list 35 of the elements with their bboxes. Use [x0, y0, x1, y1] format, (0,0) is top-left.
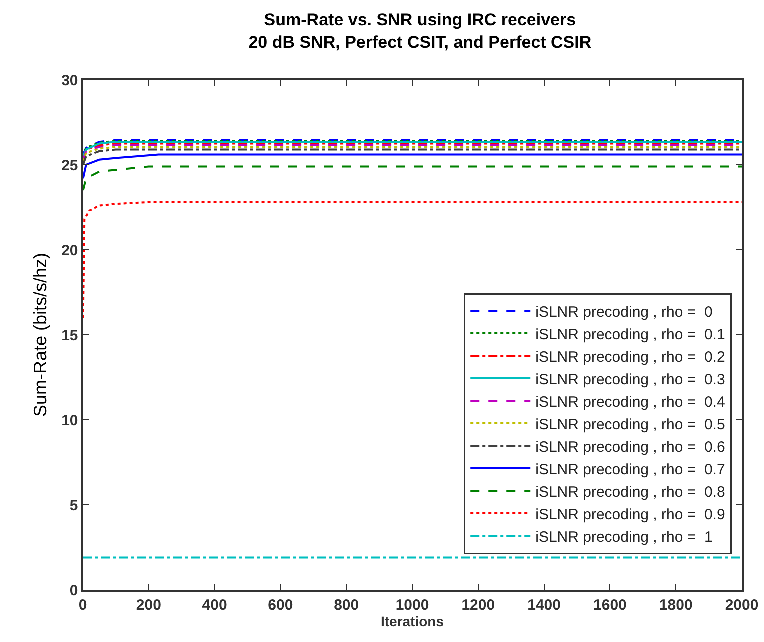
y-tick-label: 10: [62, 412, 78, 430]
y-axis-title: Sum-Rate (bits/s/hz): [30, 252, 50, 418]
y-tick-label: 15: [62, 327, 78, 344]
line-series: [83, 166, 742, 192]
legend-label: iSLNR precoding , rho = 0.1: [536, 326, 726, 344]
x-tick-label: 1400: [528, 596, 561, 614]
y-tick-label: 25: [62, 157, 78, 174]
x-tick-label: 1200: [462, 596, 496, 614]
y-tick-label: 0: [70, 582, 78, 600]
y-tick-label: 5: [70, 497, 78, 514]
x-tick-label: 400: [202, 596, 228, 614]
y-tick-label: 30: [62, 72, 78, 90]
line-series: [83, 201, 742, 319]
x-tick-label: 2000: [725, 596, 759, 614]
x-tick-label: 1600: [594, 596, 627, 614]
legend-label: iSLNR precoding , rho = 1: [536, 528, 713, 546]
line-series: [83, 154, 742, 180]
x-tick-label: 1800: [659, 596, 693, 614]
x-axis-title: Iterations: [380, 614, 444, 630]
legend-label: iSLNR precoding , rho = 0: [536, 304, 713, 321]
y-tick-label: 20: [62, 242, 78, 260]
legend-label: iSLNR precoding , rho = 0.2: [536, 348, 726, 366]
legend-label: iSLNR precoding , rho = 0.8: [536, 484, 726, 501]
legend-label: iSLNR precoding , rho = 0.9: [536, 506, 726, 524]
legend-label: iSLNR precoding , rho = 0.3: [536, 371, 726, 388]
x-tick-label: 200: [136, 596, 162, 614]
x-tick-label: 600: [268, 596, 294, 614]
x-tick-label: 800: [334, 596, 360, 614]
legend-label: iSLNR precoding , rho = 0.5: [536, 416, 726, 434]
legend-label: iSLNR precoding , rho = 0.7: [536, 461, 726, 478]
legend-label: iSLNR precoding , rho = 0.6: [536, 438, 726, 456]
chart-title: Sum-Rate vs. SNR using IRC receivers 20 dB SNR, Perfect CSIT, and Perfect CSIR: [248, 10, 592, 52]
line-series: [83, 148, 742, 166]
x-tick-label: 1000: [396, 596, 430, 614]
legend-label: iSLNR precoding , rho = 0.4: [536, 394, 726, 411]
